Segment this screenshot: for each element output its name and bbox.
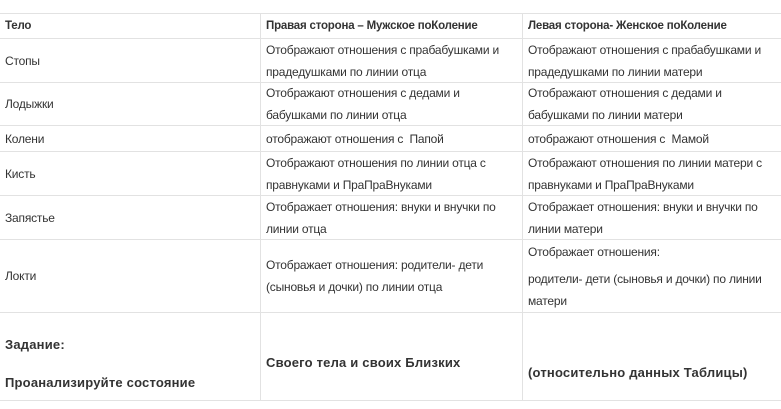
right-side-text: Отображают отношения по линии отца с пра… [261,152,523,195]
header-body: Тело [0,14,261,38]
left-side-text-line: родители- дети (сыновья и дочки) по лини… [528,272,762,308]
left-side-text: Отображают отношения с прабабушками и пр… [528,42,761,79]
task-label: Задание: [5,337,65,352]
body-part: Стопы [0,39,261,82]
left-side-text-line: Отображает отношения: [528,245,660,259]
task-row: Задание: Проанализируйте состояние Своег… [0,313,781,401]
table-row: Кисть Отображают отношения по линии отца… [0,152,781,196]
body-part: Запястье [0,196,261,239]
left-side-text: отображают отношения с Мамой [528,131,709,146]
table-row: Колени отображают отношения с Папой отоб… [0,126,781,152]
right-side-text: Отображают отношения с прабабушками и пр… [261,39,523,82]
task-cell: Задание: Проанализируйте состояние [0,313,261,400]
right-side-text: Отображает отношения: родители- дети (сы… [261,240,523,312]
table-row: Стопы Отображают отношения с прабабушкам… [0,39,781,83]
header-left-side: Левая сторона- Женское поКоление [528,20,727,32]
right-side-text: отображают отношения с Папой [261,126,523,151]
right-side-text: Отображают отношения с дедами и бабушкам… [261,83,523,125]
right-side-text: Отображает отношения: внуки и внучки по … [261,196,523,239]
body-part: Лодыжки [0,83,261,125]
task-right-text: (относительно данных Таблицы) [528,365,748,380]
left-side-text: Отображают отношения с дедами и бабушкам… [528,86,722,122]
body-part: Колени [0,126,261,151]
body-part: Кисть [0,152,261,195]
body-relations-table: Тело Правая сторона – Мужское поКоление … [0,13,781,401]
left-side-text: Отображает отношения: родители- дети (сы… [523,240,781,312]
task-instruction: Проанализируйте состояние [5,375,196,390]
table-header-row: Тело Правая сторона – Мужское поКоление … [0,14,781,39]
left-side-text: Отображает отношения: внуки и внучки по … [528,199,758,236]
header-right-side: Правая сторона – Мужское поКоление [261,14,523,38]
task-right: (относительно данных Таблицы) [523,313,781,400]
table-row: Запястье Отображает отношения: внуки и в… [0,196,781,240]
left-side-text: Отображают отношения по линии матери с п… [528,155,762,192]
table-row: Локти Отображает отношения: родители- де… [0,240,781,313]
body-part: Локти [0,240,261,312]
task-middle-text: Своего тела и своих Близких [266,355,461,370]
task-middle: Своего тела и своих Близких [261,313,523,400]
table-row: Лодыжки Отображают отношения с дедами и … [0,83,781,126]
